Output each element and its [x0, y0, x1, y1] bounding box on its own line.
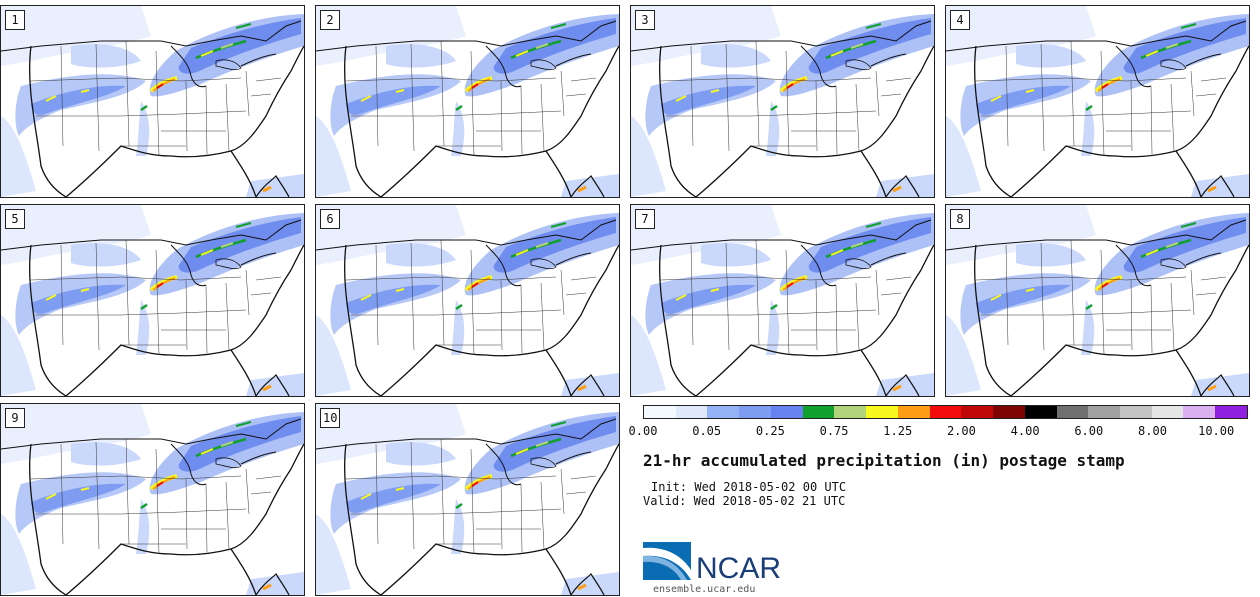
colorbar-swatch [1120, 406, 1152, 418]
member-number-5: 5 [5, 209, 25, 229]
precip-map-5 [1, 205, 304, 396]
member-number-8: 8 [950, 209, 970, 229]
colorbar-swatch [675, 406, 708, 418]
colorbar-swatch [897, 406, 930, 418]
precip-map-2 [316, 6, 619, 197]
ncar-logo-text: NCAR [696, 552, 781, 584]
colorbar-swatch [644, 406, 676, 418]
member-number-4: 4 [950, 10, 970, 30]
precip-map-7 [631, 205, 934, 396]
precip-map-6 [316, 205, 619, 396]
member-panel-10[interactable]: 10 [315, 403, 620, 596]
colorbar-tick-label: 2.00 [946, 424, 976, 438]
member-panel-5[interactable]: 5 [0, 204, 305, 397]
colorbar-swatch [1088, 406, 1121, 418]
valid-time: Valid: Wed 2018-05-02 21 UTC [643, 494, 846, 508]
colorbar-tick-label: 0.00 [628, 424, 658, 438]
member-number-2: 2 [320, 10, 340, 30]
colorbar-swatch [834, 406, 867, 418]
colorbar-swatch [739, 406, 771, 418]
member-panel-1[interactable]: 1 [0, 5, 305, 198]
member-number-1: 1 [5, 10, 25, 30]
precip-map-4 [946, 6, 1249, 197]
member-number-9: 9 [5, 408, 25, 428]
precip-map-1 [1, 6, 304, 197]
member-number-3: 3 [635, 10, 655, 30]
site-url: ensemble.ucar.edu [653, 584, 756, 595]
colorbar-swatch [961, 406, 994, 418]
member-panel-7[interactable]: 7 [630, 204, 935, 397]
member-number-10: 10 [320, 408, 341, 428]
member-panel-3[interactable]: 3 [630, 5, 935, 198]
colorbar-tick-label: 10.00 [1198, 424, 1235, 438]
precip-map-8 [946, 205, 1249, 396]
colorbar-swatch [802, 406, 835, 418]
member-panel-8[interactable]: 8 [945, 204, 1250, 397]
colorbar-tick-label: 8.00 [1138, 424, 1167, 438]
colorbar-tick-label: 0.25 [755, 424, 785, 438]
precip-colorbar [643, 405, 1248, 419]
precip-map-9 [1, 404, 304, 595]
colorbar-tick-label: 0.75 [819, 424, 849, 438]
colorbar-swatch [866, 406, 898, 418]
member-number-6: 6 [320, 209, 340, 229]
colorbar-tick-label: 4.00 [1010, 424, 1040, 438]
chart-title: 21-hr accumulated precipitation (in) pos… [643, 451, 1125, 470]
colorbar-swatch [770, 406, 803, 418]
colorbar-swatch [1183, 406, 1216, 418]
colorbar-tick-label: 1.25 [883, 424, 913, 438]
colorbar-swatch [929, 406, 962, 418]
colorbar-tick-label: 0.05 [692, 424, 722, 438]
colorbar-swatch [1024, 406, 1057, 418]
colorbar-swatch [993, 406, 1025, 418]
precip-map-3 [631, 6, 934, 197]
precip-map-10 [316, 404, 619, 595]
colorbar-swatch [707, 406, 740, 418]
member-panel-2[interactable]: 2 [315, 5, 620, 198]
member-panel-4[interactable]: 4 [945, 5, 1250, 198]
init-time: Init: Wed 2018-05-02 00 UTC [651, 480, 847, 494]
member-panel-9[interactable]: 9 [0, 403, 305, 596]
ncar-logo: NCAR [643, 542, 781, 584]
member-panel-6[interactable]: 6 [315, 204, 620, 397]
colorbar-swatch [1056, 406, 1089, 418]
member-number-7: 7 [635, 209, 655, 229]
colorbar-tick-label: 6.00 [1074, 424, 1104, 438]
colorbar-swatch [1151, 406, 1184, 418]
colorbar-swatch [1215, 406, 1247, 418]
